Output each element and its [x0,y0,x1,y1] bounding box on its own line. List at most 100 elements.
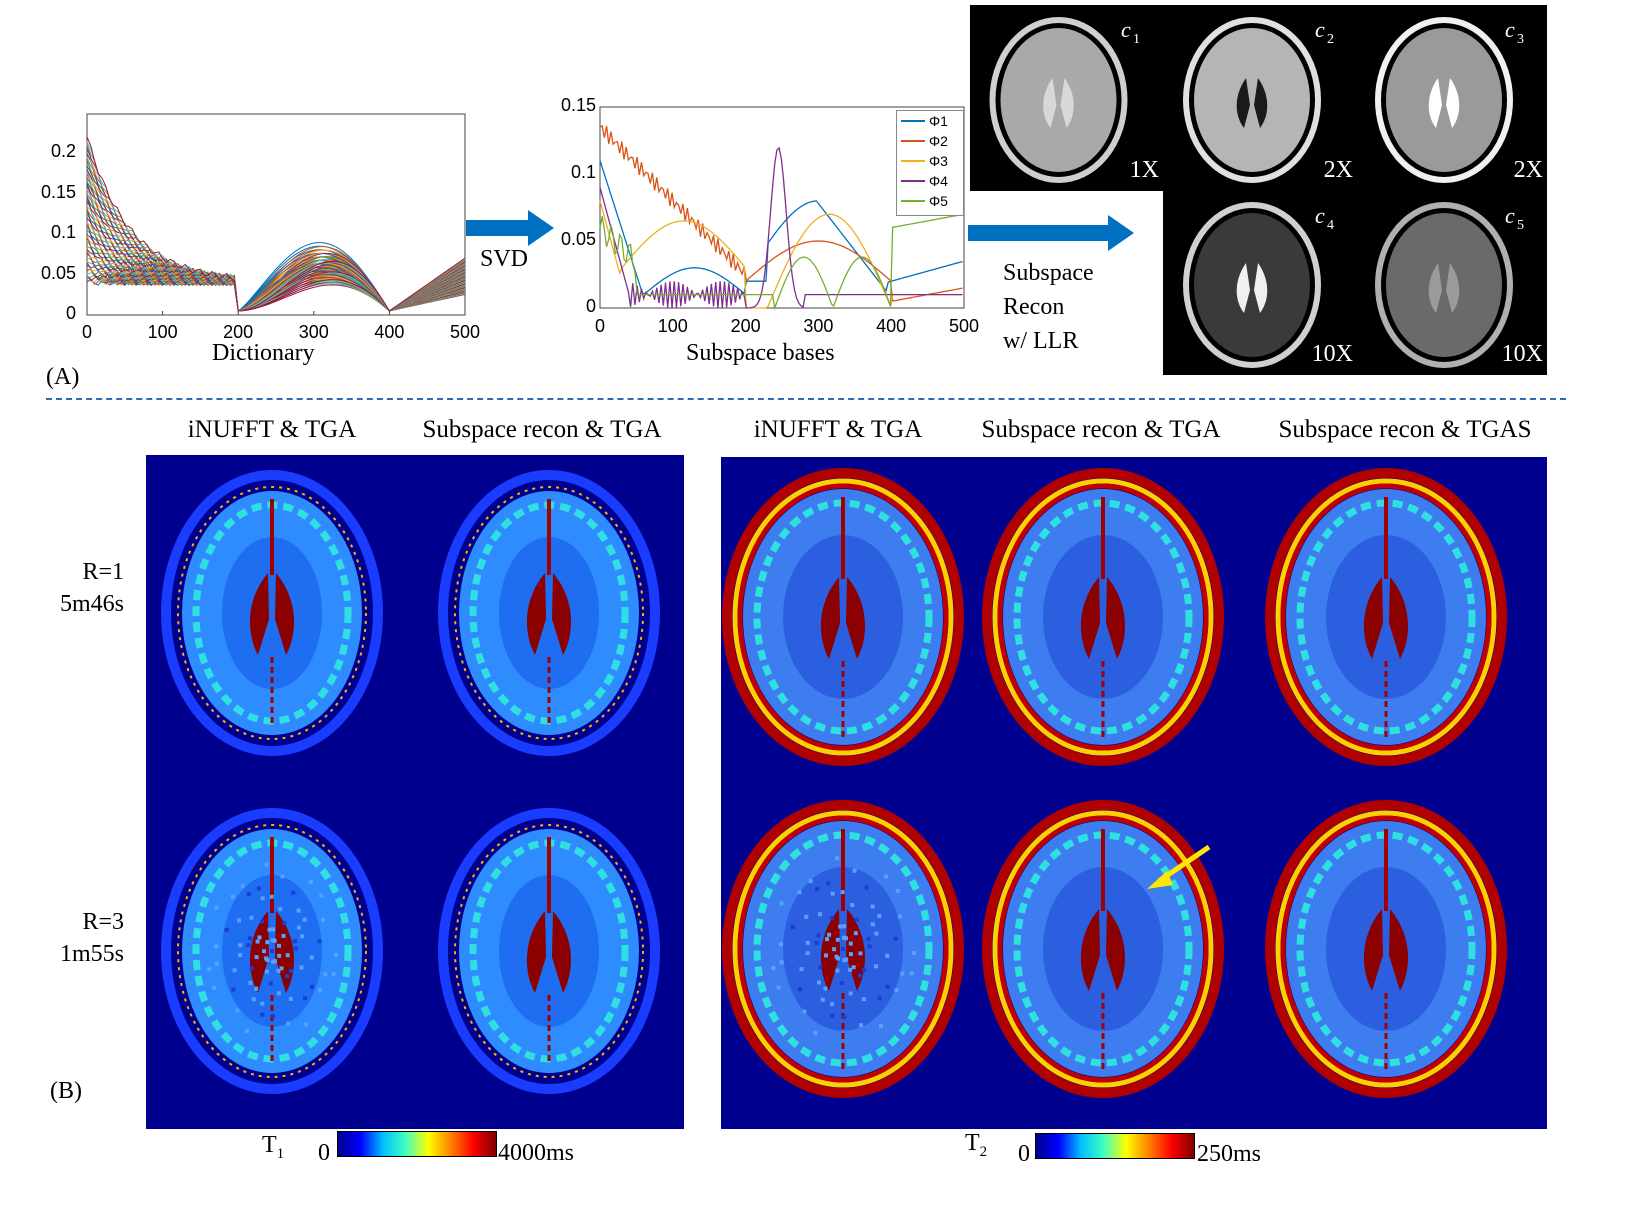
noise-speckle [909,971,914,976]
coefficient-image-4: c 4 10X [1163,191,1357,375]
noise-speckle [246,892,251,897]
noise-speckle [262,949,267,954]
noise-speckle [317,939,322,944]
noise-speckle [280,874,285,879]
coefficient-scale: 2X [1324,157,1353,183]
scalp-ring [161,808,383,1094]
coefficient-scale: 10X [1312,341,1353,367]
noise-speckle [248,980,253,985]
brain-map [982,468,1224,766]
white-matter [1043,535,1163,699]
noise-speckle [877,996,882,1001]
coefficient-image-5: c 5 10X [1357,191,1547,375]
white-matter [1326,867,1446,1031]
ventricles [1080,909,1126,991]
noise-speckle [285,953,290,958]
noise-speckle [853,931,858,936]
noise-speckle [245,1028,250,1033]
noise-speckle [251,997,256,1002]
noise-speckle [802,1009,807,1014]
legend-item: Φ2 [897,131,963,151]
noise-speckle [912,951,917,956]
noise-speckle [808,879,813,884]
basis-curve [599,146,963,309]
white-matter [783,535,903,699]
noise-speckle [309,955,314,960]
noise-speckle [293,946,298,951]
noise-speckle [805,951,810,956]
noise-speckle [862,967,867,972]
bases-ytick: 0.05 [560,229,596,249]
bases-xtick: 400 [876,316,907,336]
noise-speckle [267,927,272,932]
noise-speckle [331,972,336,977]
bases-xtick: 200 [730,316,761,336]
column-header: iNUFFT & TGA [187,416,357,443]
noise-speckle [829,915,834,920]
dictionary-plot [86,113,466,316]
noise-speckle [858,951,863,956]
scalp-ring [982,800,1224,1098]
legend-label: Φ5 [929,193,948,209]
ventricles [249,573,295,655]
ventricles [1236,78,1268,128]
noise-speckle [839,981,844,986]
t1-symbol: T [262,1132,277,1158]
ventricles [526,911,572,993]
noise-speckle [270,949,274,953]
noise-speckle [870,922,875,927]
noise-speckle [318,988,323,993]
ventricles [1043,78,1074,128]
noise-speckle [873,964,878,969]
coefficient-name: c [1121,17,1131,42]
noise-speckle [836,956,841,961]
brain-map [161,808,383,1094]
t2-colorbar [1035,1133,1195,1159]
legend-swatch [901,120,925,122]
noise-speckle [277,943,282,948]
coefficient-scale: 2X [1514,157,1543,183]
noise-speckle [861,997,866,1002]
noise-speckle [237,918,242,923]
brain-tissue [1386,213,1502,357]
legend-item: Φ3 [897,151,963,171]
bases-xtick: 500 [948,316,980,336]
noise-speckle [854,917,859,922]
noise-speckle [276,991,281,996]
dict-xtick: 400 [374,322,405,342]
basis-curve [599,124,963,302]
skull-ring [992,810,1214,1088]
skull-ring [1275,478,1497,756]
bases-ytick: 0.1 [570,162,596,182]
noise-speckle [857,973,862,978]
skull-outline [1183,202,1321,368]
noise-speckle [212,985,217,990]
noise-speckle [894,988,899,993]
legend-swatch [901,180,925,182]
noise-speckle [900,971,905,976]
noise-speckle [848,941,853,946]
recon-label-line-1: Subspace [1003,260,1094,286]
noise-speckle [779,960,784,965]
noise-speckle [292,939,297,944]
scalp-ring [438,470,660,756]
noise-speckle [302,917,307,922]
noise-speckle [249,915,254,920]
noise-speckle [838,924,843,929]
noise-speckle [816,980,821,985]
noise-speckle [820,997,825,1002]
noise-speckle [818,965,823,970]
noise-speckle [224,927,229,932]
noise-speckle [260,919,265,924]
csf-ring [997,815,1209,1083]
column-header: Subspace recon & TGA [981,416,1221,443]
ventricles [820,577,866,659]
noise-speckle [281,933,286,938]
noise-speckle [235,1008,240,1013]
noise-speckle [778,942,783,947]
noise-speckle [895,888,900,893]
noise-speckle [255,939,260,944]
noise-speckle [240,884,245,889]
dict-xtick: 0 [81,322,92,342]
noise-speckle [288,968,293,973]
